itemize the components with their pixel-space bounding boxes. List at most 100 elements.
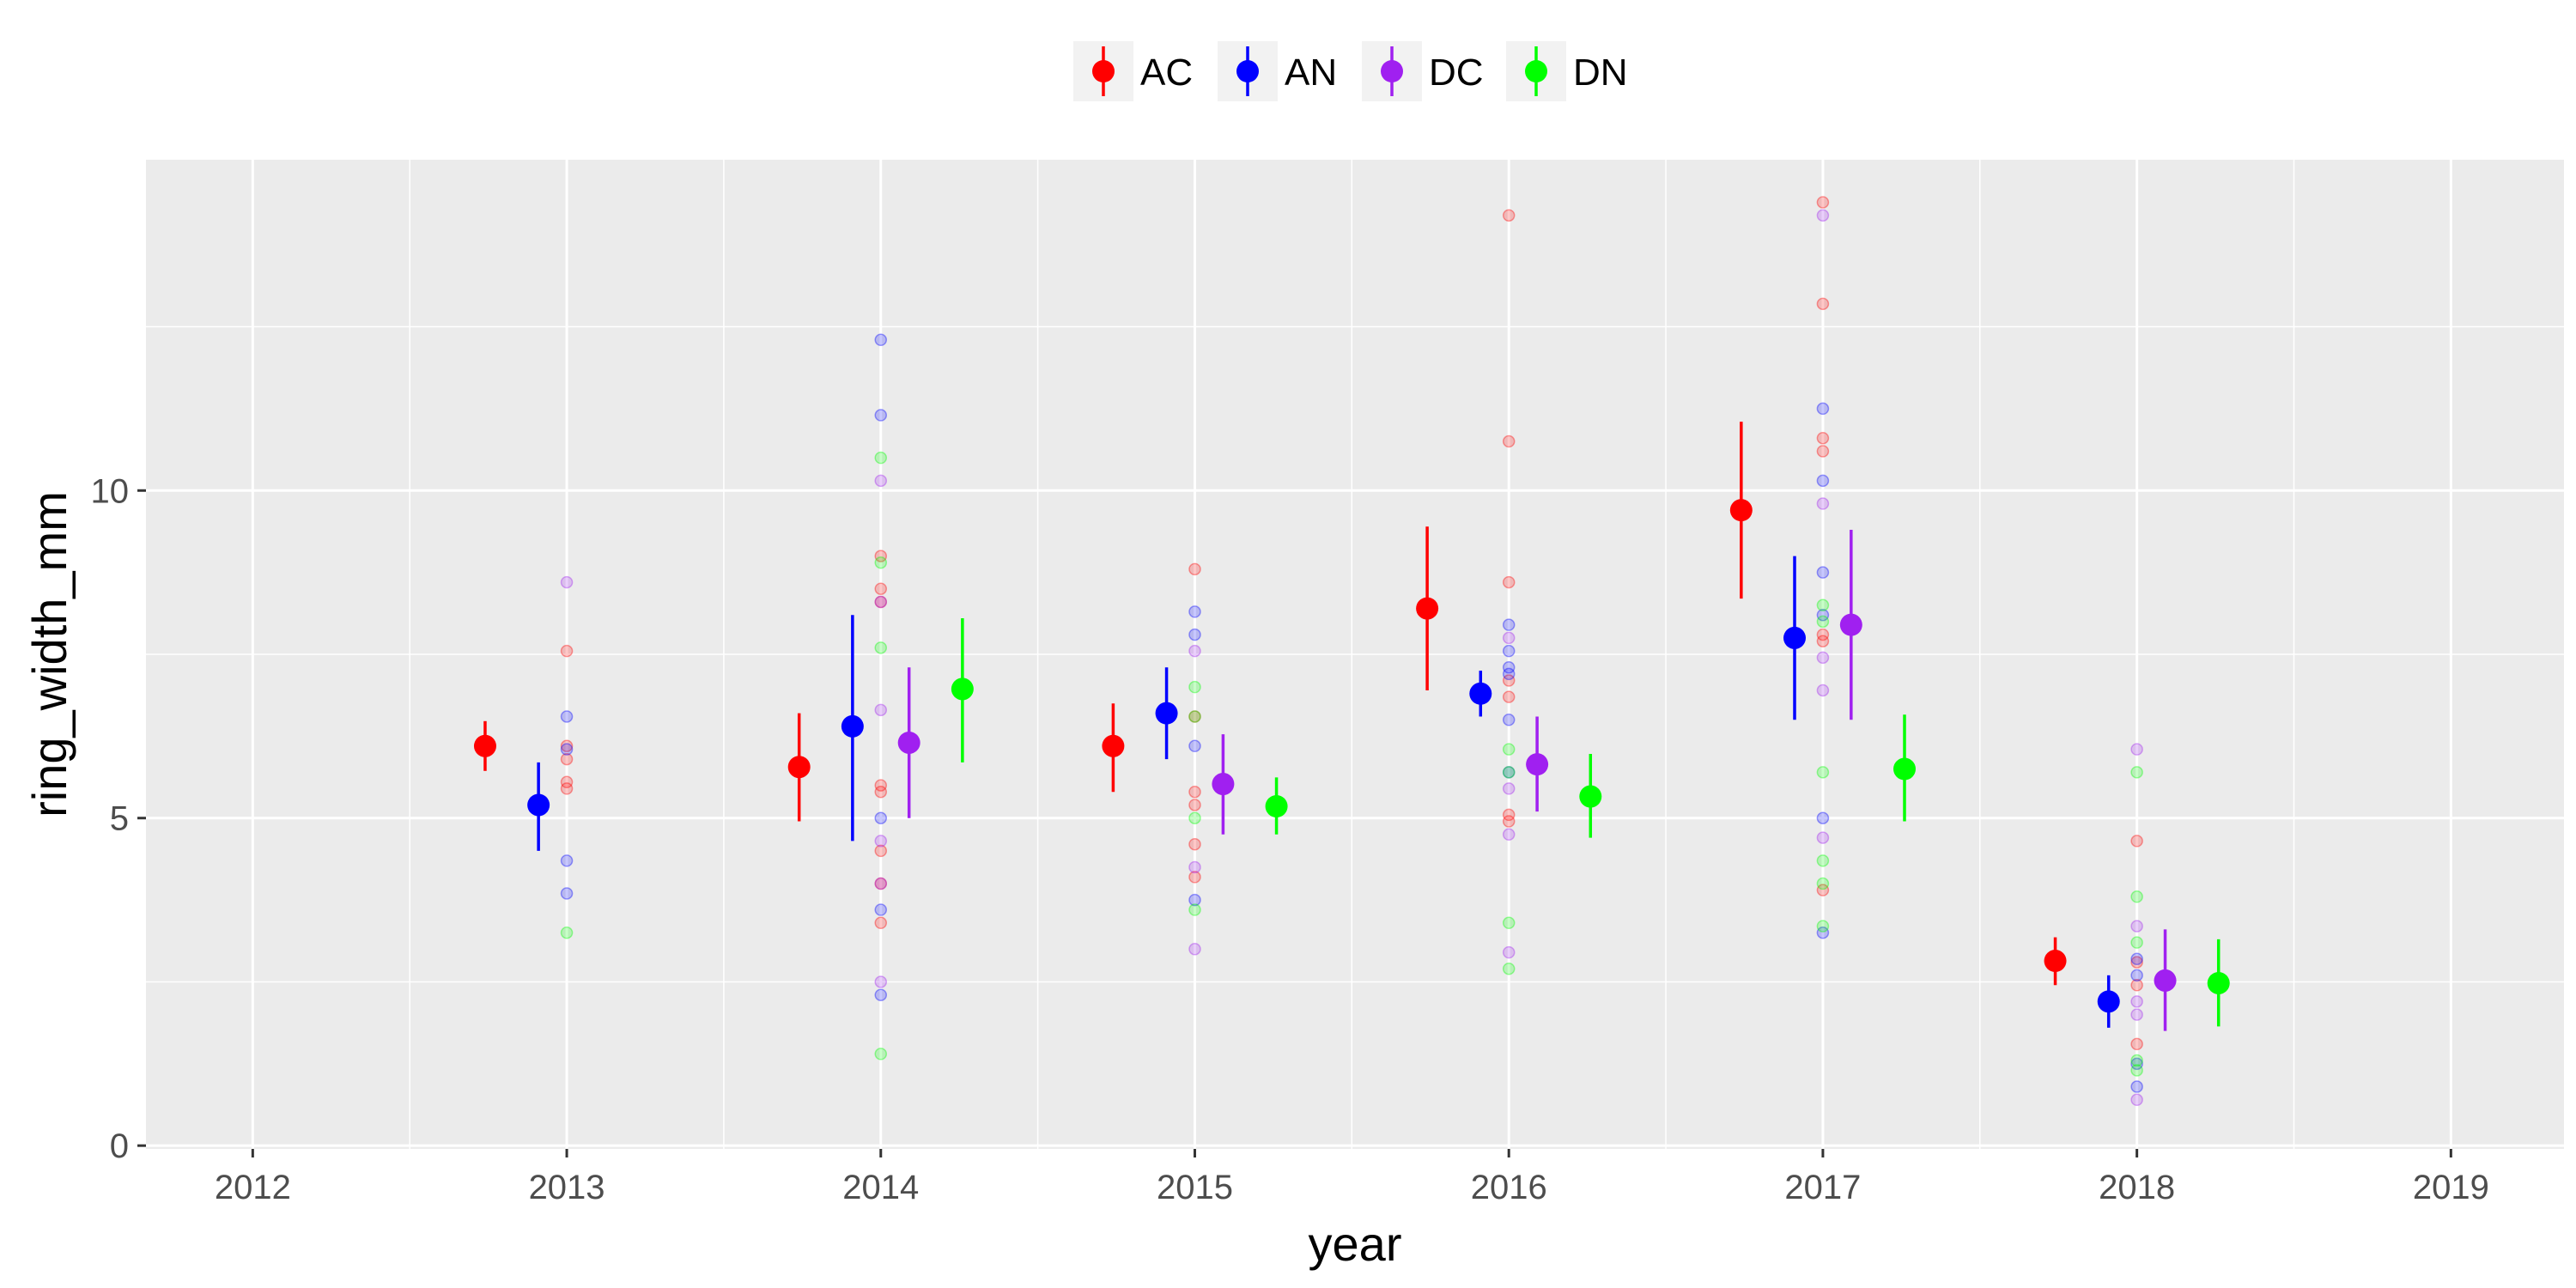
- observation-point-an: [2130, 1080, 2143, 1093]
- observation-point-an: [1502, 766, 1516, 779]
- x-tick-label: 2014: [842, 1169, 919, 1206]
- observation-point-dn: [874, 641, 888, 654]
- mean-point-an: [527, 793, 550, 817]
- observation-point-dn: [560, 926, 574, 939]
- observation-point-ac: [874, 779, 888, 792]
- observation-point-dc: [1502, 945, 1516, 959]
- observation-point-dc: [2130, 920, 2143, 933]
- x-tick-label: 2015: [1157, 1169, 1233, 1206]
- legend-item-dc[interactable]: DC: [1362, 41, 1484, 101]
- observation-point-dc: [874, 703, 888, 717]
- observation-point-an: [1188, 739, 1201, 753]
- observation-point-ac: [1502, 434, 1516, 448]
- observation-point-ac: [1816, 884, 1830, 896]
- x-tick-label: 2019: [2413, 1169, 2489, 1206]
- legend-key-point: [1236, 60, 1259, 82]
- mean-point-an: [1783, 626, 1806, 649]
- legend-key-point: [1525, 60, 1547, 82]
- mean-point-ac: [1102, 734, 1125, 757]
- observation-point-dn: [1816, 854, 1830, 867]
- observation-point-an: [1816, 926, 1830, 939]
- mean-point-dc: [1526, 753, 1549, 776]
- observation-point-ac: [1188, 799, 1201, 811]
- observation-point-an: [874, 903, 888, 916]
- mean-point-an: [841, 714, 864, 738]
- observation-point-dn: [1188, 680, 1201, 694]
- observation-point-an: [1816, 474, 1830, 488]
- x-axis-title: year: [1309, 1217, 1402, 1271]
- observation-point-dn: [874, 556, 888, 569]
- observation-point-ac: [560, 644, 574, 658]
- observation-point-ac: [1502, 815, 1516, 828]
- legend-item-an[interactable]: AN: [1218, 41, 1337, 101]
- observation-point-dc: [1502, 631, 1516, 645]
- observation-point-ac: [874, 877, 888, 890]
- observation-point-ac: [2130, 835, 2143, 848]
- observation-point-ac: [560, 782, 574, 795]
- observation-point-dn: [1502, 916, 1516, 930]
- observation-point-an: [1502, 667, 1516, 681]
- observation-point-dc: [874, 595, 888, 609]
- mean-point-an: [2097, 990, 2120, 1013]
- observation-point-dc: [2130, 995, 2143, 1008]
- summary-marks: [473, 422, 2230, 1031]
- observation-point-an: [1502, 661, 1516, 674]
- mean-point-ac: [1416, 597, 1439, 620]
- mean-point-dn: [1893, 757, 1916, 781]
- legend-label: AC: [1140, 52, 1193, 94]
- legend[interactable]: AC AN DC DN: [1073, 41, 1628, 101]
- observation-point-ac: [874, 916, 888, 930]
- observation-point-ac: [1188, 710, 1201, 723]
- observation-point-ac: [1188, 871, 1201, 884]
- observation-point-dn: [2130, 936, 2143, 949]
- observation-point-ac: [560, 739, 574, 753]
- major-gridlines: [146, 160, 2564, 1149]
- observation-point-ac: [1502, 209, 1516, 222]
- observation-point-ac: [874, 582, 888, 595]
- observation-point-dc: [1816, 683, 1830, 697]
- observation-point-ac: [1816, 628, 1830, 641]
- legend-item-ac[interactable]: AC: [1073, 41, 1193, 101]
- observation-point-ac: [1816, 431, 1830, 445]
- observation-point-an: [560, 854, 574, 867]
- observation-point-ac: [1816, 445, 1830, 458]
- observation-point-ac: [560, 752, 574, 766]
- y-tick-label: 0: [110, 1127, 129, 1165]
- observation-point-dn: [1502, 962, 1516, 975]
- observation-point-ac: [874, 595, 888, 609]
- observation-point-ac: [1502, 690, 1516, 703]
- observation-point-an: [1188, 605, 1201, 618]
- mean-point-dc: [2154, 969, 2177, 992]
- observation-point-dn: [1816, 877, 1830, 890]
- y-tick-label: 10: [91, 472, 130, 510]
- mean-point-ac: [2044, 950, 2067, 973]
- y-tick-label: 5: [110, 800, 129, 838]
- observation-point-dc: [2130, 743, 2143, 756]
- observation-point-dc: [1816, 209, 1830, 222]
- x-tick-label: 2017: [1784, 1169, 1861, 1206]
- mean-point-dn: [951, 677, 974, 701]
- observation-point-ac: [874, 844, 888, 858]
- observation-point-dn: [1502, 743, 1516, 756]
- observation-point-dc: [1188, 860, 1201, 874]
- observation-point-ac: [1502, 808, 1516, 822]
- observation-point-ac: [560, 775, 574, 789]
- observation-point-an: [2130, 952, 2143, 966]
- observation-point-an: [2130, 1057, 2143, 1071]
- observation-point-dc: [1502, 782, 1516, 795]
- observation-point-dc: [1502, 828, 1516, 841]
- observation-point-dc: [560, 575, 574, 589]
- observation-point-ac: [1502, 674, 1516, 687]
- mean-point-ac: [473, 734, 496, 757]
- x-axis: 2012 2013 2014 2015 2016 2017 2018 2019: [215, 1149, 2489, 1206]
- observation-point-dc: [2130, 1093, 2143, 1107]
- observation-point-an: [874, 333, 888, 347]
- observation-point-dc: [1816, 497, 1830, 510]
- mean-point-dn: [1265, 794, 1288, 817]
- observation-point-ac: [874, 785, 888, 799]
- legend-item-dn[interactable]: DN: [1506, 41, 1628, 101]
- observation-point-ac: [874, 550, 888, 562]
- observation-point-ac: [1188, 562, 1201, 576]
- observation-point-an: [1816, 566, 1830, 579]
